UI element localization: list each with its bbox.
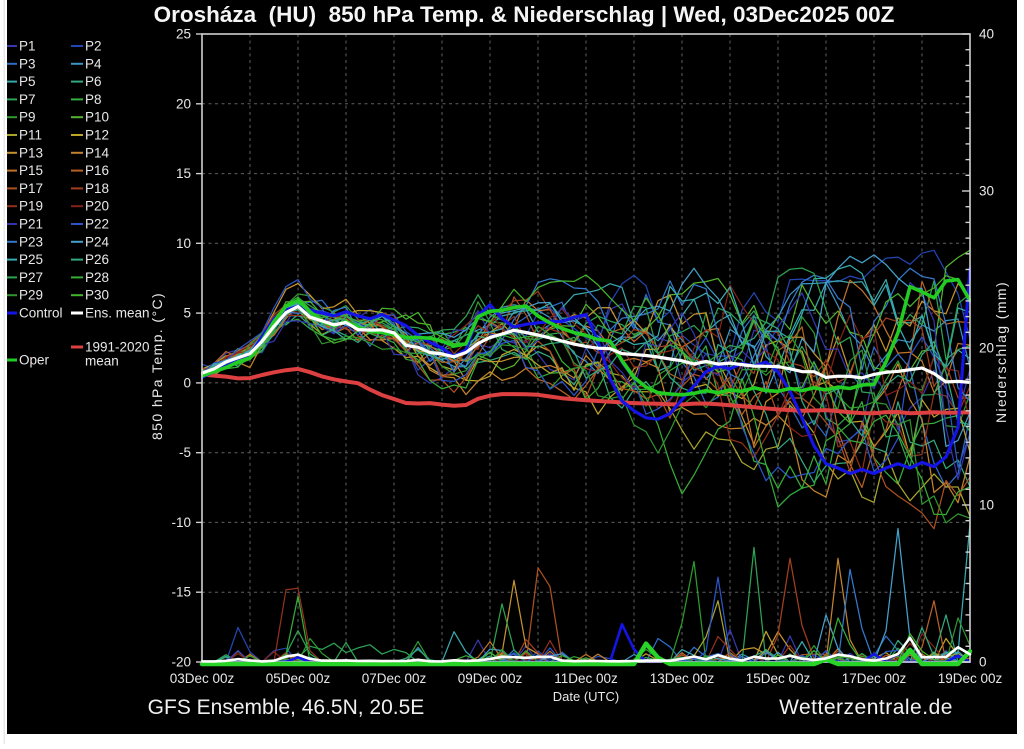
svg-text:-5: -5 bbox=[179, 445, 191, 460]
svg-text:P3: P3 bbox=[19, 56, 36, 71]
svg-text:P26: P26 bbox=[85, 252, 109, 267]
svg-text:P17: P17 bbox=[19, 181, 43, 196]
svg-text:P27: P27 bbox=[19, 270, 43, 285]
svg-text:10: 10 bbox=[176, 236, 191, 251]
svg-text:25: 25 bbox=[176, 27, 191, 42]
svg-text:P20: P20 bbox=[85, 199, 109, 214]
svg-text:P25: P25 bbox=[19, 252, 43, 267]
svg-text:1991-2020: 1991-2020 bbox=[85, 340, 150, 355]
svg-text:11Dec 00z: 11Dec 00z bbox=[554, 671, 618, 686]
svg-text:Ens. mean: Ens. mean bbox=[85, 306, 150, 321]
svg-text:20: 20 bbox=[979, 341, 994, 356]
svg-text:-20: -20 bbox=[171, 655, 191, 670]
svg-text:P18: P18 bbox=[85, 181, 109, 196]
svg-text:P8: P8 bbox=[85, 92, 102, 107]
svg-text:P5: P5 bbox=[19, 74, 36, 89]
svg-text:P1: P1 bbox=[19, 39, 36, 54]
svg-text:Date (UTC): Date (UTC) bbox=[553, 689, 619, 704]
svg-text:5: 5 bbox=[183, 306, 191, 321]
svg-text:GFS Ensemble, 46.5N, 20.5E: GFS Ensemble, 46.5N, 20.5E bbox=[148, 696, 425, 719]
svg-text:P11: P11 bbox=[19, 128, 42, 143]
svg-text:40: 40 bbox=[979, 27, 994, 42]
svg-text:03Dec 00z: 03Dec 00z bbox=[170, 671, 235, 686]
svg-text:P13: P13 bbox=[19, 145, 43, 160]
svg-text:mean: mean bbox=[85, 354, 119, 369]
svg-text:P23: P23 bbox=[19, 234, 43, 249]
svg-text:-10: -10 bbox=[171, 515, 191, 530]
svg-text:P28: P28 bbox=[85, 270, 109, 285]
svg-text:P16: P16 bbox=[85, 163, 109, 178]
svg-text:P22: P22 bbox=[85, 217, 109, 232]
svg-text:Control: Control bbox=[19, 306, 63, 321]
svg-text:P15: P15 bbox=[19, 163, 43, 178]
svg-text:15: 15 bbox=[176, 166, 191, 181]
svg-text:P30: P30 bbox=[85, 288, 109, 303]
svg-text:07Dec 00z: 07Dec 00z bbox=[362, 671, 427, 686]
svg-text:P24: P24 bbox=[85, 234, 110, 249]
svg-text:P9: P9 bbox=[19, 110, 36, 125]
svg-text:15Dec 00z: 15Dec 00z bbox=[746, 671, 811, 686]
svg-text:P6: P6 bbox=[85, 74, 102, 89]
svg-text:850 hPa Temp. (°C): 850 hPa Temp. (°C) bbox=[149, 292, 165, 440]
svg-text:05Dec 00z: 05Dec 00z bbox=[266, 671, 331, 686]
svg-text:0: 0 bbox=[183, 375, 191, 390]
svg-text:P21: P21 bbox=[19, 217, 43, 232]
svg-text:-15: -15 bbox=[171, 585, 191, 600]
svg-text:19Dec 00z: 19Dec 00z bbox=[938, 671, 1003, 686]
svg-text:P29: P29 bbox=[19, 288, 43, 303]
svg-text:Niederschlag (mm): Niederschlag (mm) bbox=[993, 281, 1009, 423]
svg-text:P4: P4 bbox=[85, 56, 102, 71]
svg-text:Orosháza (HU) 850 hPa Temp.: Orosháza (HU) 850 hPa Temp. & Niederschl… bbox=[154, 2, 895, 27]
svg-text:P14: P14 bbox=[85, 145, 110, 160]
svg-text:17Dec 00z: 17Dec 00z bbox=[842, 671, 907, 686]
svg-text:10: 10 bbox=[979, 498, 994, 513]
svg-text:P10: P10 bbox=[85, 110, 109, 125]
svg-text:0: 0 bbox=[979, 655, 987, 670]
svg-text:P12: P12 bbox=[85, 128, 109, 143]
svg-text:P2: P2 bbox=[85, 39, 102, 54]
svg-text:Wetterzentrale.de: Wetterzentrale.de bbox=[779, 696, 953, 719]
svg-text:20: 20 bbox=[176, 96, 191, 111]
svg-text:13Dec 00z: 13Dec 00z bbox=[650, 671, 715, 686]
svg-text:P19: P19 bbox=[19, 199, 43, 214]
svg-text:09Dec 00z: 09Dec 00z bbox=[458, 671, 523, 686]
svg-text:Oper: Oper bbox=[19, 353, 50, 368]
svg-text:30: 30 bbox=[979, 184, 994, 199]
svg-text:P7: P7 bbox=[19, 92, 36, 107]
